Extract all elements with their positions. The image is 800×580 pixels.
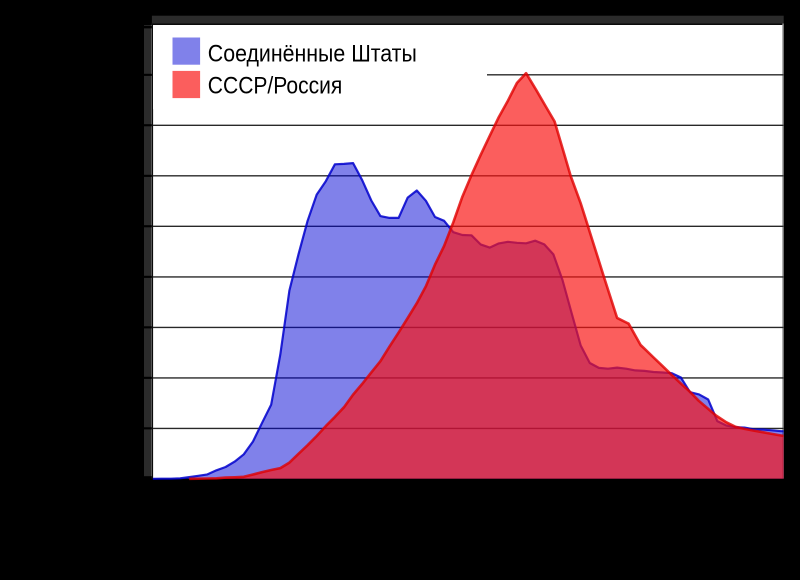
svg-text:СССР/Россия: СССР/Россия	[208, 72, 342, 99]
svg-text:Соединённые Штаты: Соединённые Штаты	[208, 40, 417, 67]
